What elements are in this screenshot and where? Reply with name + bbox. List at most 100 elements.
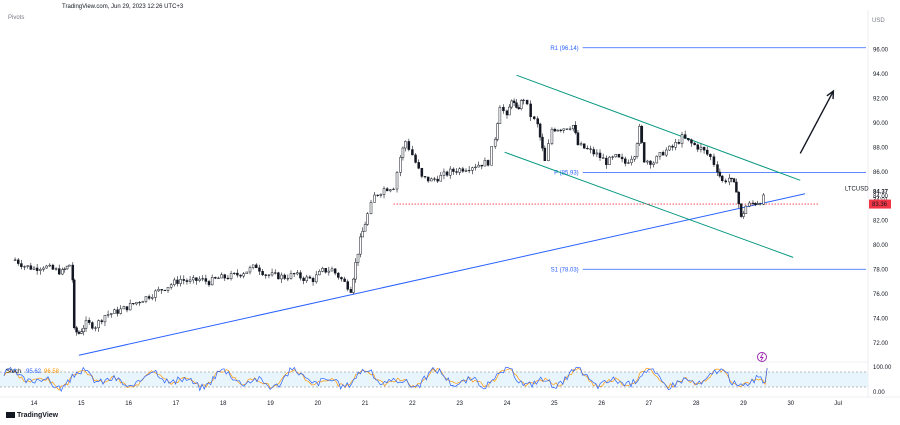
candle-body <box>407 141 411 150</box>
candle-body <box>543 147 547 161</box>
candle-body <box>116 309 119 314</box>
x-tick-label: 16 <box>125 401 132 407</box>
channel-upper-line <box>516 74 801 181</box>
candle-body <box>565 128 569 130</box>
candle-body <box>464 170 468 172</box>
candle-body <box>630 158 633 163</box>
y-tick-label: 88.00 <box>873 145 889 151</box>
y-tick-label: 92.00 <box>873 96 889 102</box>
candle-body <box>718 171 722 177</box>
candle-body <box>356 253 360 263</box>
drawings[interactable] <box>78 74 835 356</box>
candle-body <box>510 100 513 108</box>
candle-body <box>430 178 433 182</box>
x-tick-label: 17 <box>173 401 180 407</box>
candle-body <box>401 147 405 158</box>
candle-body <box>559 129 563 131</box>
candle-body <box>699 146 703 150</box>
candle-body <box>571 124 575 130</box>
candle-body <box>638 126 641 145</box>
candle-body <box>486 160 490 166</box>
candle-body <box>598 152 602 159</box>
y-tick-label: 72.00 <box>873 341 889 347</box>
candle-body <box>433 178 436 180</box>
y-tick-label: 76.00 <box>873 292 889 298</box>
candle-body <box>728 177 731 183</box>
x-tick-label: 30 <box>787 401 794 407</box>
candle-body <box>299 272 302 279</box>
candle-body <box>261 271 264 276</box>
candle-body <box>483 160 487 167</box>
candle-body <box>490 146 493 166</box>
candle-body <box>742 213 745 217</box>
candle-body <box>65 265 69 270</box>
candle-body <box>369 202 373 214</box>
candle-body <box>455 171 458 173</box>
candle-body <box>169 284 173 288</box>
candle-body <box>452 168 455 172</box>
candle-body <box>754 203 757 205</box>
candle-body <box>308 276 312 279</box>
candle-body <box>324 267 327 273</box>
candle-body <box>217 277 220 279</box>
candle-body <box>39 269 42 271</box>
candle-body <box>592 149 595 155</box>
candle-body <box>229 273 233 280</box>
candle-body <box>327 270 331 273</box>
candle-body <box>376 194 379 196</box>
candle-body <box>404 141 407 149</box>
candle-body <box>633 156 636 160</box>
candle-body <box>100 320 104 323</box>
candle-body <box>26 265 29 267</box>
candle-body <box>68 264 71 267</box>
candle-body <box>553 128 557 132</box>
chart-frame <box>0 10 900 398</box>
indicator-label[interactable]: Pivots <box>8 15 25 21</box>
x-tick-label: 25 <box>551 401 558 407</box>
arrow-head <box>826 89 835 100</box>
candle-body <box>87 320 91 323</box>
candle-body <box>273 272 277 274</box>
y-tick-label: 86.00 <box>873 170 889 176</box>
candle-body <box>48 264 52 267</box>
x-tick-label: 29 <box>740 401 747 407</box>
candle-body <box>207 281 211 286</box>
candle-body <box>399 157 402 173</box>
candle-body <box>236 272 239 276</box>
candle-body <box>226 277 230 280</box>
candle-body <box>576 132 580 146</box>
candle-body <box>677 142 681 144</box>
candle-body <box>379 194 383 196</box>
candle-body <box>705 149 709 155</box>
candle-body <box>414 154 417 163</box>
candle-body <box>57 268 61 275</box>
alert-icon[interactable] <box>757 352 767 362</box>
candle-body <box>601 157 605 159</box>
candle-body <box>579 143 583 146</box>
candle-body <box>474 166 477 169</box>
candle-body <box>330 268 334 272</box>
price-tag-box <box>869 199 891 209</box>
candle-body <box>395 172 399 190</box>
price-axis[interactable]: 96.00 94.00 92.00 90.00 88.00 86.00 84.00 82.00… <box>845 47 891 347</box>
candle-body <box>525 99 529 105</box>
candle-body <box>732 178 736 183</box>
candle-body <box>649 160 652 165</box>
candle-body <box>289 273 293 279</box>
candle-body <box>392 188 395 190</box>
stoch-tick-label: 0.00 <box>873 390 885 396</box>
pivot-level-label: R1 (96.14) <box>550 46 578 52</box>
time-axis[interactable]: 14 15 16 17 18 19 20 21 22 23 24 25 26 27 28 29 30 Jul <box>31 401 842 407</box>
x-tick-label: 19 <box>267 401 274 407</box>
tradingview-logo[interactable]: TradingView <box>6 412 58 419</box>
candle-body <box>574 124 577 134</box>
candle-body <box>248 267 252 273</box>
candle-body <box>138 302 141 304</box>
symbol-label: LTCUSD <box>845 187 869 193</box>
candle-body <box>232 272 236 274</box>
alert-bolt-icon <box>759 353 764 361</box>
candle-body <box>522 99 525 101</box>
candle-body <box>693 142 696 146</box>
candle-body <box>220 274 223 279</box>
